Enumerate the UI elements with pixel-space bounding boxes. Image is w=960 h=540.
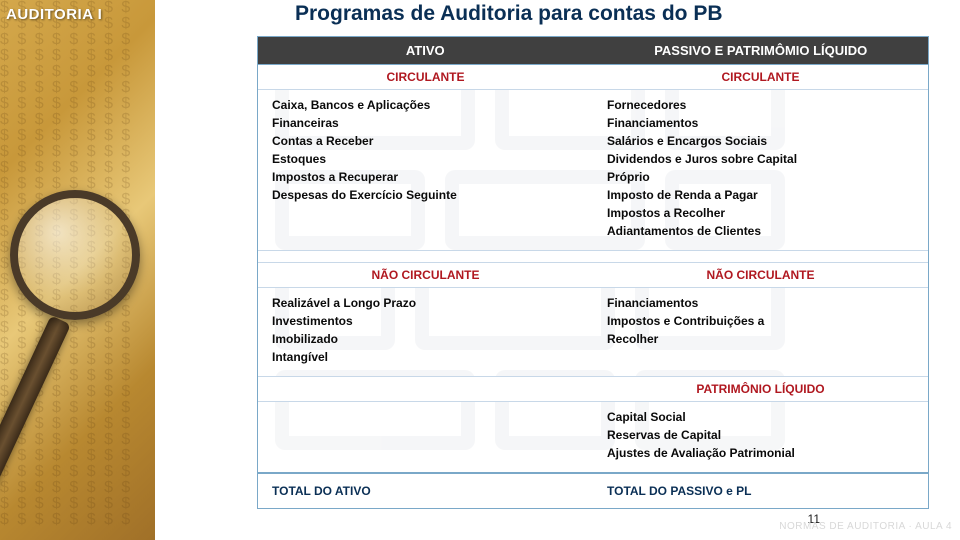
- passivo-total: TOTAL DO PASSIVO e PL: [593, 473, 928, 508]
- ativo-nao-circulante-items: Realizável a Longo Prazo Investimentos I…: [258, 288, 593, 376]
- ativo-patrimonio-items: [258, 402, 593, 442]
- ativo-circulante-label: CIRCULANTE: [258, 65, 593, 90]
- page-title: Programas de Auditoria para contas do PB: [295, 2, 723, 26]
- passivo-patrimonio-items: Capital Social Reservas de Capital Ajust…: [593, 402, 928, 472]
- passivo-circulante-items: Fornecedores Financiamentos Salários e E…: [593, 90, 928, 250]
- ativo-patrimonio-label: [258, 377, 593, 402]
- passivo-nao-circulante-label: NÃO CIRCULANTE: [593, 263, 928, 288]
- passivo-circulante-label: CIRCULANTE: [593, 65, 928, 90]
- sidebar: $ $ $ $ $ $ $ $ $ $ $ $ $ $ $ $ $ $ $ $ …: [0, 0, 155, 540]
- balance-table: ATIVO PASSIVO E PATRIMÔMIO LÍQUIDO CIRCU…: [257, 36, 929, 509]
- footer-faint-text: NORMAS DE AUDITORIA · AULA 4: [779, 521, 952, 532]
- magnifier-icon: [0, 180, 170, 540]
- ativo-nao-circulante-label: NÃO CIRCULANTE: [258, 263, 593, 288]
- ativo-header: ATIVO: [258, 37, 593, 65]
- passivo-nao-circulante-items: Financiamentos Impostos e Contribuições …: [593, 288, 928, 358]
- ativo-circulante-items: Caixa, Bancos e Aplicações Financeiras C…: [258, 90, 593, 214]
- ativo-total: TOTAL DO ATIVO: [258, 473, 593, 508]
- main-content: Programas de Auditoria para contas do PB…: [155, 0, 960, 540]
- passivo-header: PASSIVO E PATRIMÔMIO LÍQUIDO: [593, 37, 928, 65]
- passivo-patrimonio-label: PATRIMÔNIO LÍQUIDO: [593, 377, 928, 402]
- sidebar-label: AUDITORIA I: [6, 6, 102, 23]
